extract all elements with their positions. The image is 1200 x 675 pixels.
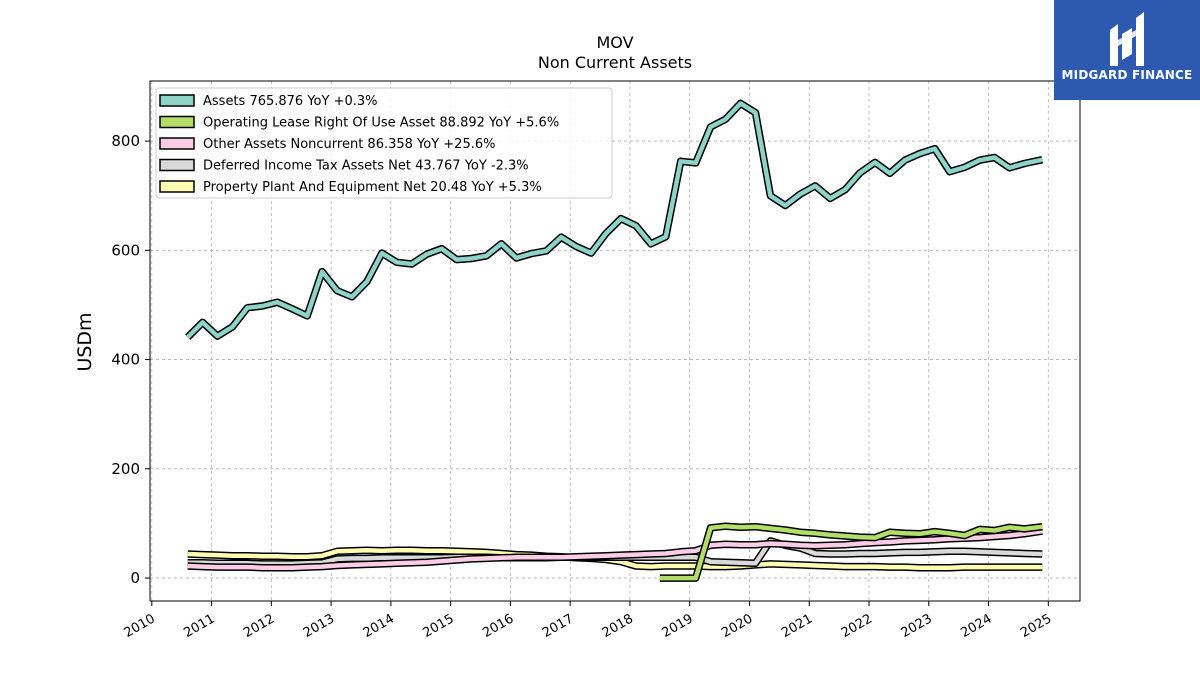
legend-label: Property Plant And Equipment Net 20.48 Y… [203,180,542,195]
legend-swatch [159,137,195,150]
series-1 [659,522,1043,582]
x-tick-label: 2019 [660,611,696,641]
y-tick-label: 400 [111,351,140,369]
x-tick-label: 2010 [122,611,158,641]
logo-mark-icon [1110,12,1144,66]
x-tick-label: 2022 [839,611,875,641]
x-tick-label: 2011 [181,611,217,641]
logo-text: MIDGARD FINANCE [1061,68,1193,82]
y-tick-label: 200 [111,460,140,478]
legend-box [155,87,613,199]
x-tick-label: 2015 [420,611,456,641]
series-line [186,101,1043,339]
series-line [659,523,1043,581]
midgard-finance-logo: MIDGARD FINANCE [1054,0,1200,100]
legend-label: Assets 765.876 YoY +0.3% [203,94,378,109]
legend-swatch [159,158,195,172]
series-2 [187,527,1043,572]
x-tick-label: 2017 [540,611,576,641]
legend-swatch [159,115,195,129]
y-axis-label: USDm [74,312,96,371]
series-line [187,528,1043,570]
x-tick-label: 2016 [480,611,516,641]
chart-title: MOV [596,33,633,52]
legend-label: Operating Lease Right Of Use Asset 88.89… [203,116,559,131]
x-tick-label: 2012 [241,611,277,641]
legend-swatch [159,180,195,193]
x-tick-label: 2025 [1018,611,1054,641]
legend: Assets 765.876 YoY +0.3% Operating Lease … [155,87,613,199]
x-tick-label: 2014 [361,611,397,641]
x-tick-label: 2021 [779,611,815,641]
y-tick-label: 600 [111,241,140,259]
x-tick-label: 2018 [600,611,636,641]
series-lines [185,99,1044,582]
chart-subtitle: Non Current Assets [538,53,692,72]
legend-label: Other Assets Noncurrent 86.358 YoY +25.6… [203,137,495,152]
x-tick-label: 2013 [301,611,337,641]
y-tick-label: 800 [111,132,140,150]
series-0 [185,99,1044,340]
y-tick-label: 0 [130,569,140,587]
x-tick-label: 2023 [899,611,935,641]
plot-frame [149,80,1081,602]
grid [150,81,1080,601]
legend-swatch [159,94,195,107]
legend-label: Deferred Income Tax Assets Net 43.767 Yo… [203,159,529,174]
x-tick-label: 2024 [958,611,994,641]
x-tick-label: 2020 [719,611,755,641]
